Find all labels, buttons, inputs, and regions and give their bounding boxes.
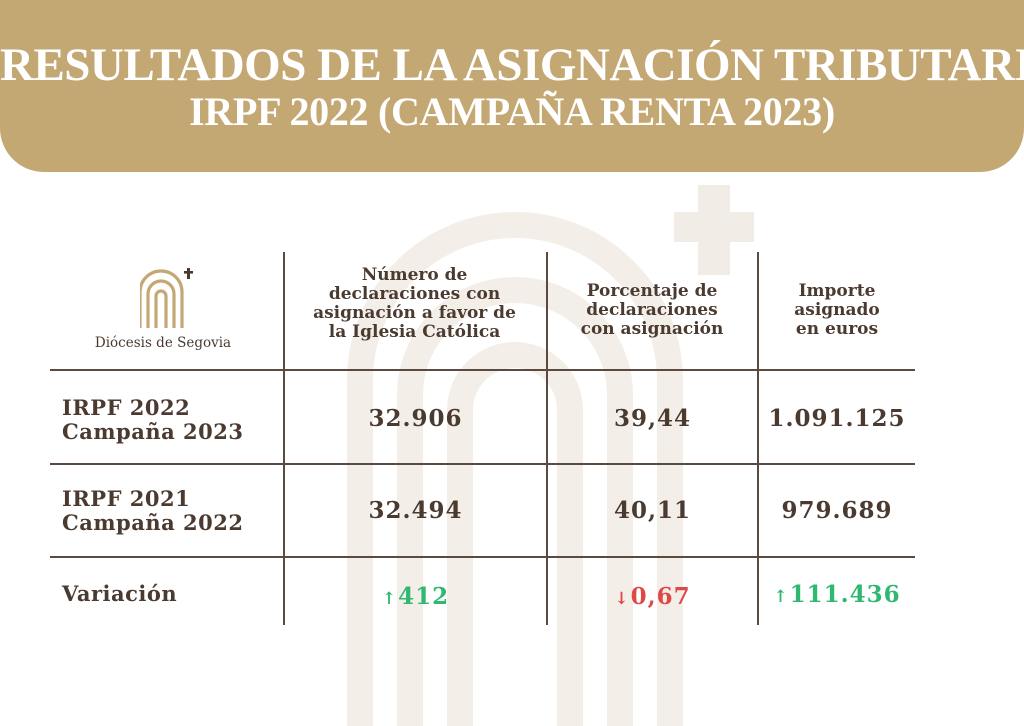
variation-value: 412 (398, 583, 450, 610)
row-divider (50, 369, 915, 371)
cell-declarations-2022: 32.906 (368, 405, 463, 432)
logo-label: Diócesis de Segovia (94, 335, 232, 351)
cell-amount-2022: 1.091.125 (768, 405, 906, 432)
row-divider (50, 463, 915, 465)
page-subtitle: IRPF 2022 (CAMPAÑA RENTA 2023) (189, 89, 835, 134)
title-banner: RESULTADOS DE LA ASIGNACIÓN TRIBUTARIA I… (0, 0, 1024, 172)
variation-value: 0,67 (630, 583, 691, 610)
cell-declarations-2021: 32.494 (368, 497, 463, 524)
page-title: RESULTADOS DE LA ASIGNACIÓN TRIBUTARIA (0, 39, 1024, 91)
variation-amount: ↑111.436 (759, 581, 915, 608)
variation-declarations: ↑412 (285, 583, 546, 610)
row-label-irpf-2022: IRPF 2022 Campaña 2023 (62, 395, 244, 444)
header-percentage: Porcentaje de declaraciones con asignaci… (580, 281, 724, 339)
arrow-down-icon: ↓ (614, 589, 630, 609)
row-label-variation: Variación (62, 581, 178, 606)
row-divider (50, 556, 915, 558)
cell-percentage-2021: 40,11 (613, 497, 692, 524)
header-amount: Importe asignado en euros (794, 281, 880, 339)
arrow-up-icon: ↑ (773, 587, 789, 607)
cell-amount-2021: 979.689 (781, 497, 893, 524)
header-declarations: Número de declaraciones con asignación a… (313, 265, 516, 342)
row-label-irpf-2021: IRPF 2021 Campaña 2022 (62, 486, 244, 535)
column-divider (283, 252, 285, 625)
cell-percentage-2022: 39,44 (613, 405, 692, 432)
arrow-up-icon: ↑ (381, 589, 398, 609)
column-divider (757, 252, 759, 625)
column-divider (546, 252, 548, 625)
variation-value: 111.436 (789, 581, 901, 608)
variation-percentage: ↓0,67 (548, 583, 757, 610)
diocese-logo-icon (140, 268, 193, 328)
